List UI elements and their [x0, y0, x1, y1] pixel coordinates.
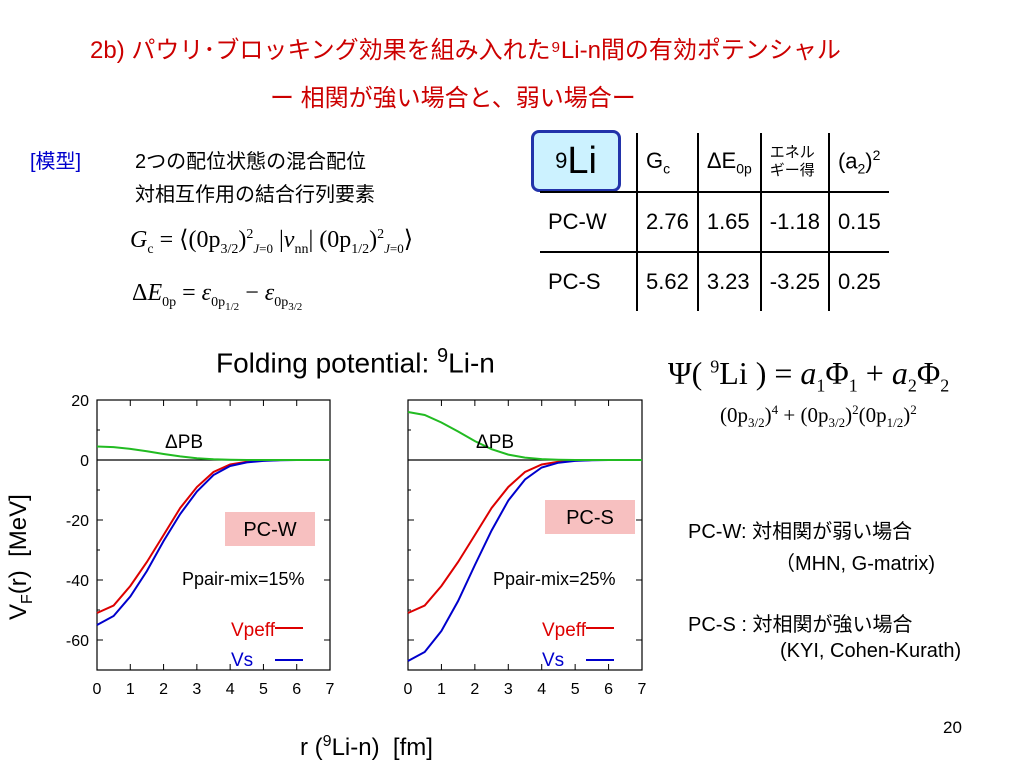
- x-tick-label: 3: [504, 681, 513, 698]
- legend-label: Vs: [542, 650, 564, 671]
- x-tick-label: 1: [437, 681, 446, 698]
- y-tick-label: -40: [66, 573, 89, 590]
- table-cell: -1.18: [759, 192, 829, 252]
- configuration-equation: (0p3/2)4 + (0p3/2)2(0p1/2)2: [720, 402, 917, 431]
- chart-title: Folding potential: 9Li-n: [216, 345, 495, 379]
- x-tick-label: 6: [292, 681, 301, 698]
- plot-frame: [96, 399, 331, 671]
- table-cell: 3.23: [696, 252, 761, 311]
- x-tick-label: 7: [326, 681, 335, 698]
- x-tick-label: 4: [226, 681, 235, 698]
- potential-charts: 0 1 2 3 4 5 6 7200-20-40-60ΔPBPC-WPpair-mix=15%…: [66, 393, 647, 698]
- y-tick-label: 20: [71, 393, 89, 410]
- parameter-table: Gc ΔE0p エネル ギー得 (a2)2 PC-W 2.76 1.65 -1.1…: [540, 133, 889, 311]
- x-tick-label: 6: [604, 681, 613, 698]
- table-header-row: Gc ΔE0p エネル ギー得 (a2)2: [540, 133, 889, 192]
- x-tick-label: 5: [259, 681, 268, 698]
- row-label: PC-S: [548, 269, 601, 294]
- pair-mix-label: Ppair-mix=25%: [493, 569, 616, 589]
- y-tick-label: -20: [66, 513, 89, 530]
- legend-label: Vpeff: [231, 620, 276, 641]
- x-tick-label: 4: [537, 681, 546, 698]
- series-line: [96, 445, 330, 461]
- page-number: 20: [943, 718, 962, 737]
- header-a2: (a2)2: [827, 133, 889, 192]
- gc-equation: Gc = ⟨(0p3/2)2J=0 |vnn| (0p1/2)2J=0⟩: [130, 227, 414, 257]
- x-tick-label: 5: [571, 681, 580, 698]
- x-tick-label: 2: [159, 681, 168, 698]
- y-tick-label: -60: [66, 633, 89, 650]
- coupling-description: 対相互作用の結合行列要素: [135, 184, 375, 206]
- pcs-note: PC-S : 対相関が強い場合: [688, 614, 913, 636]
- wavefunction-equation: Ψ( 9Li ) = a1Φ1 + a2Φ2: [668, 355, 950, 396]
- table-cell: 0.25: [827, 252, 889, 311]
- legend-label: Vpeff: [542, 620, 587, 641]
- delta-e-equation: ΔE0p = ε0p1/2 − ε0p3/2: [132, 280, 303, 313]
- row-label: PC-W: [548, 209, 607, 234]
- delta-pb-label: ΔPB: [476, 432, 514, 453]
- header-gc: Gc: [636, 133, 698, 192]
- slide-title: 2b) パウリ･ブロッキング効果を組み入れた⁹Li-n間の有効ポテンシャル: [90, 37, 841, 64]
- pcw-note-sub: （MHN, G-matrix): [775, 553, 935, 575]
- series-line: [407, 459, 642, 662]
- panel-label: PC-W: [243, 519, 296, 541]
- x-tick-label: 1: [126, 681, 135, 698]
- panel-label-box: [225, 512, 315, 546]
- x-axis-label: r (9Li-n) [fm]: [300, 733, 433, 761]
- x-tick-label: 0: [404, 681, 413, 698]
- table-corner: [540, 133, 637, 192]
- table-row: PC-S 5.62 3.23 -3.25 0.25: [540, 252, 889, 311]
- legend-label: Vs: [231, 650, 253, 671]
- series-line: [407, 411, 642, 461]
- table-cell: 2.76: [636, 192, 698, 252]
- delta-pb-label: ΔPB: [165, 432, 203, 453]
- table-cell: -3.25: [759, 252, 829, 311]
- table-cell: 0.15: [827, 192, 889, 252]
- slide-subtitle: ー 相関が強い場合と、弱い場合ー: [270, 85, 636, 112]
- series-line: [407, 459, 642, 614]
- pcw-note: PC-W: 対相関が弱い場合: [688, 521, 913, 543]
- chart-panel-pc-s: 0 1 2 3 4 5 6 7 ΔPB PC-S Ppair-mix=25% Vpeff Vs: [404, 399, 647, 698]
- mixing-description: 2つの配位状態の混合配位: [135, 151, 367, 173]
- table-row: PC-W 2.76 1.65 -1.18 0.15: [540, 192, 889, 252]
- plot-frame: [407, 399, 643, 671]
- model-tag: [模型]: [30, 151, 82, 173]
- x-tick-label: 3: [192, 681, 201, 698]
- panel-label: PC-S: [566, 507, 614, 529]
- x-tick-label: 2: [470, 681, 479, 698]
- table-cell: 5.62: [636, 252, 698, 311]
- y-tick-label: 0: [80, 453, 89, 470]
- nucleus-label: 9 Li: [531, 130, 621, 192]
- chart-panel-pc-w: 0 1 2 3 4 5 6 7 20 0 -20 -40 -60 ΔPB PC-W Ppair-mix=15%…: [66, 393, 335, 698]
- header-delta-e: ΔE0p: [696, 133, 761, 192]
- x-tick-label: 0: [93, 681, 102, 698]
- pcs-note-sub: (KYI, Cohen-Kurath): [780, 640, 962, 662]
- header-energy-gain: エネル ギー得: [759, 133, 829, 192]
- panel-label-box: [545, 500, 635, 534]
- pair-mix-label: Ppair-mix=15%: [182, 569, 305, 589]
- table-cell: 1.65: [696, 192, 761, 252]
- x-tick-label: 7: [638, 681, 647, 698]
